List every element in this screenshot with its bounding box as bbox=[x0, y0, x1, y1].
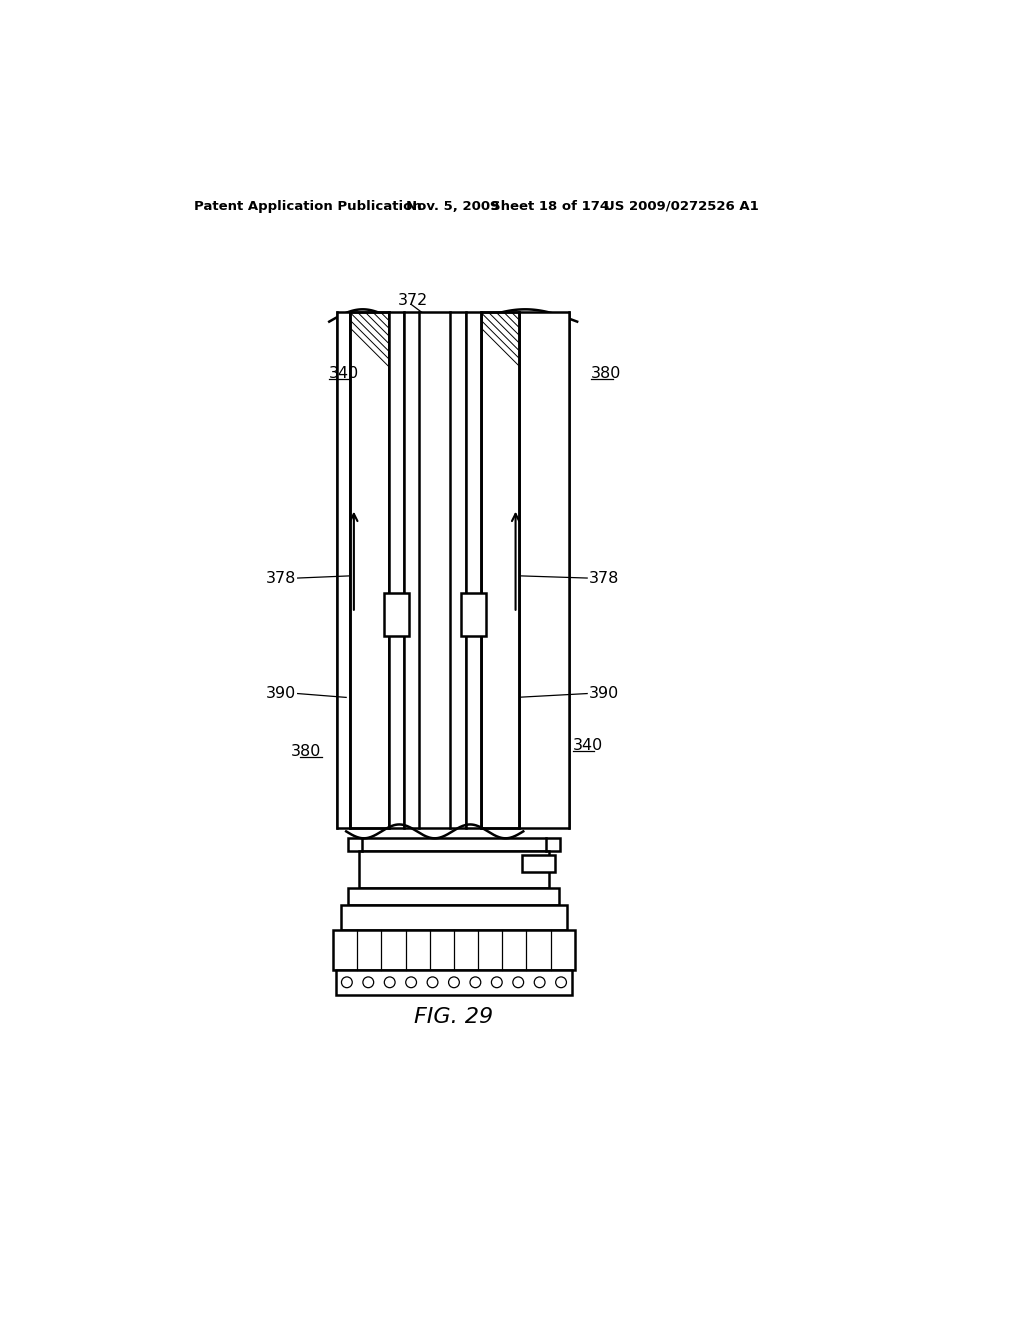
Bar bbox=[337, 313, 350, 829]
Text: 388: 388 bbox=[438, 535, 469, 549]
Text: 318: 318 bbox=[438, 863, 469, 878]
Circle shape bbox=[427, 977, 438, 987]
Text: 378: 378 bbox=[589, 570, 620, 586]
Bar bbox=[384, 594, 409, 636]
Bar bbox=[403, 313, 466, 829]
Circle shape bbox=[406, 977, 417, 987]
Text: 380: 380 bbox=[438, 956, 468, 970]
Text: Patent Application Publication: Patent Application Publication bbox=[194, 199, 422, 213]
Bar bbox=[461, 594, 485, 636]
Circle shape bbox=[492, 977, 502, 987]
Circle shape bbox=[449, 977, 460, 987]
Bar bbox=[350, 313, 388, 829]
Circle shape bbox=[513, 977, 523, 987]
Bar bbox=[481, 313, 519, 829]
Text: 340: 340 bbox=[330, 367, 359, 381]
Text: 380: 380 bbox=[291, 743, 322, 759]
Bar bbox=[348, 888, 559, 906]
Bar bbox=[388, 313, 403, 829]
Bar bbox=[333, 929, 574, 970]
Circle shape bbox=[556, 977, 566, 987]
Text: Nov. 5, 2009: Nov. 5, 2009 bbox=[407, 199, 500, 213]
Text: FIG. 29: FIG. 29 bbox=[414, 1007, 493, 1027]
Circle shape bbox=[470, 977, 481, 987]
Text: 380: 380 bbox=[591, 367, 622, 381]
Text: 372: 372 bbox=[397, 293, 428, 309]
Circle shape bbox=[341, 977, 352, 987]
Circle shape bbox=[384, 977, 395, 987]
Text: 382: 382 bbox=[437, 603, 467, 619]
Text: 390: 390 bbox=[589, 686, 618, 701]
Text: 388: 388 bbox=[438, 549, 469, 565]
Circle shape bbox=[535, 977, 545, 987]
Text: 340: 340 bbox=[572, 738, 603, 752]
Bar bbox=[519, 313, 569, 829]
Text: 390: 390 bbox=[266, 686, 296, 701]
Text: US 2009/0272526 A1: US 2009/0272526 A1 bbox=[604, 199, 759, 213]
Bar bbox=[466, 313, 481, 829]
Text: Sheet 18 of 174: Sheet 18 of 174 bbox=[490, 199, 609, 213]
Bar bbox=[481, 313, 519, 829]
Text: 378: 378 bbox=[266, 570, 296, 586]
Circle shape bbox=[362, 977, 374, 987]
Bar bbox=[348, 838, 560, 851]
Bar bbox=[521, 855, 555, 873]
Bar bbox=[359, 851, 549, 888]
Bar bbox=[341, 906, 567, 929]
Bar bbox=[350, 313, 388, 829]
Bar bbox=[336, 970, 571, 995]
